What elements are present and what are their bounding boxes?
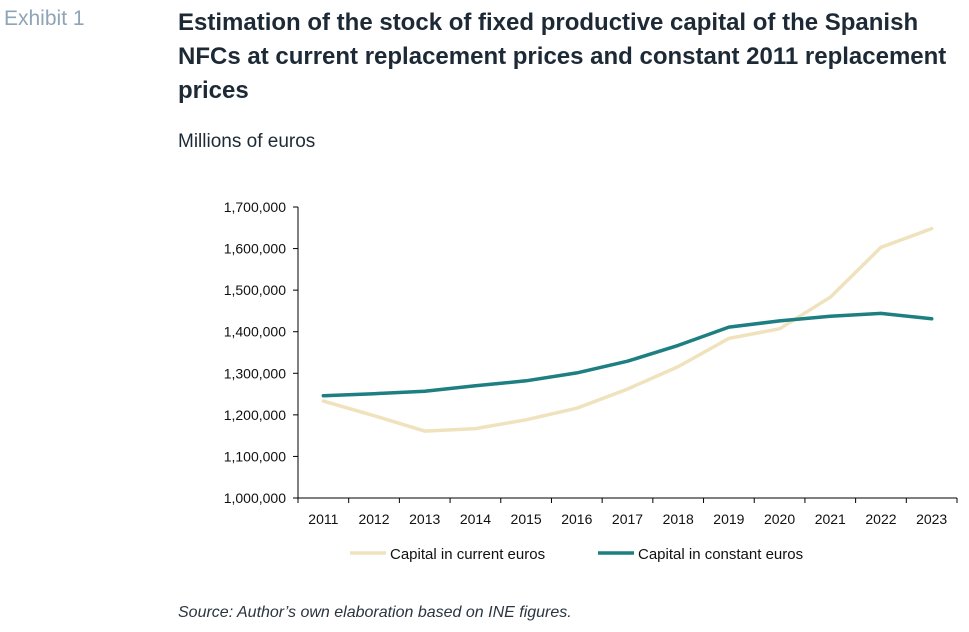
y-tick-label: 1,200,000 [224,407,286,423]
legend-item-current: Capital in current euros [350,546,545,563]
x-tick-label: 2014 [460,511,491,527]
legend-label: Capital in constant euros [638,546,803,563]
x-tick-label: 2018 [663,511,694,527]
y-tick-label: 1,500,000 [224,282,286,298]
x-tick-label: 2023 [916,511,947,527]
chart-title: Estimation of the stock of fixed product… [178,9,947,104]
x-tick-label: 2015 [511,511,542,527]
x-axis-ticks: 2011 2012 2013 2014 2015 2016 2017 2018 2019 2020… [297,498,958,527]
source-note: Source: Author’s own elaboration based o… [178,604,572,621]
x-tick-label: 2013 [409,511,440,527]
series-line-constant [321,311,934,398]
y-tick-label: 1,300,000 [224,365,286,381]
x-tick-label: 2016 [561,511,592,527]
exhibit-label: Exhibit 1 [4,7,85,30]
chart-axes [297,207,957,499]
y-tick-label: 1,400,000 [224,324,286,340]
chart-series [321,226,934,433]
x-tick-label: 2012 [358,511,389,527]
x-tick-label: 2011 [308,511,338,527]
y-axis-ticks: 1,000,000 1,100,000 1,200,000 1,300,000 1,40… [224,199,298,506]
x-tick-label: 2022 [865,511,896,527]
y-tick-label: 1,000,000 [224,490,286,506]
legend-label: Capital in current euros [390,546,545,563]
legend-item-constant: Capital in constant euros [598,546,803,563]
units-label: Millions of euros [178,131,316,152]
y-tick-label: 1,700,000 [224,199,286,215]
x-tick-label: 2019 [713,511,744,527]
y-tick-label: 1,600,000 [224,241,286,257]
x-tick-label: 2021 [815,511,846,527]
series-line-current [321,226,934,433]
x-tick-label: 2017 [612,511,643,527]
chart-legend: Capital in current euros Capital in const… [350,546,803,563]
y-tick-label: 1,100,000 [224,448,286,464]
x-tick-label: 2020 [764,511,795,527]
